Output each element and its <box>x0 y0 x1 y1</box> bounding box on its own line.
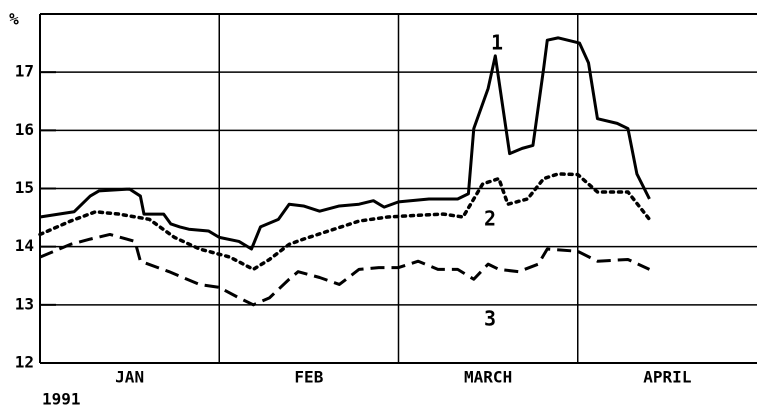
x-category-label: FEB <box>294 368 323 387</box>
y-tick-label: 12 <box>15 353 34 372</box>
data-line <box>39 232 651 307</box>
y-tick-label: 16 <box>15 120 34 139</box>
y-tick-label: 17 <box>15 62 34 81</box>
y-tick-label: 13 <box>15 294 34 313</box>
y-tick-label: 15 <box>15 178 34 197</box>
x-category-label: MARCH <box>464 368 512 387</box>
data-line <box>38 172 652 272</box>
y-tick-label: 14 <box>15 236 34 255</box>
annotation: 3 <box>484 307 496 331</box>
y-unit-label: % <box>9 10 19 29</box>
data-line <box>39 36 651 251</box>
annotation: 2 <box>484 207 496 231</box>
year-label: 1991 <box>42 390 81 409</box>
annotation: 1 <box>491 31 503 55</box>
x-category-label: JAN <box>115 368 144 387</box>
x-category-label: APRIL <box>643 368 691 387</box>
